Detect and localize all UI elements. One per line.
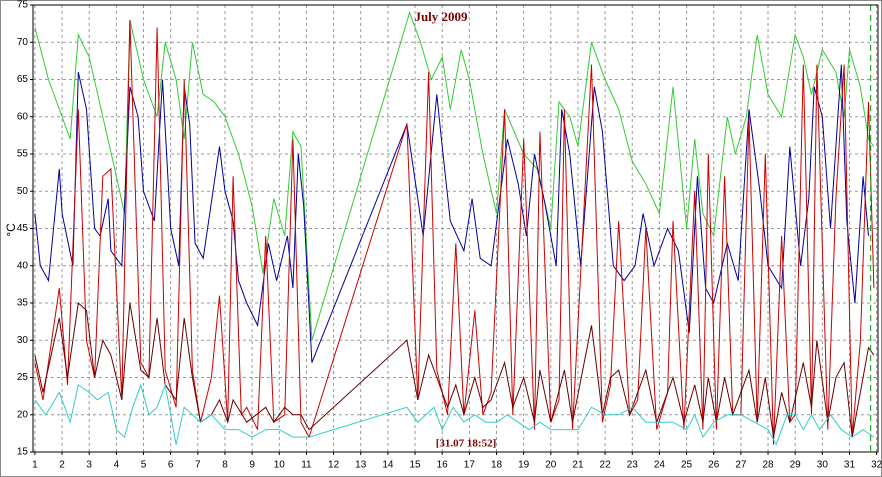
- x-tick-label: 8: [222, 460, 228, 471]
- x-tick-label: 11: [301, 460, 312, 471]
- x-tick-label: 29: [790, 460, 802, 471]
- series-line: [34, 19, 875, 445]
- chart-title: July 2009: [414, 9, 468, 24]
- x-tick-label: 5: [141, 460, 147, 471]
- x-tick-label: 20: [545, 460, 557, 471]
- x-tick-label: 16: [437, 460, 449, 471]
- x-tick-label: 30: [817, 460, 829, 471]
- y-tick-label: 15: [17, 447, 29, 458]
- x-tick-label: 18: [491, 460, 503, 471]
- x-tick-label: 12: [328, 460, 340, 471]
- annotation: [31.07 18:52]: [436, 438, 497, 450]
- x-tick-label: 2: [59, 460, 65, 471]
- x-tick-label: 7: [195, 460, 201, 471]
- x-tick-label: 22: [600, 460, 612, 471]
- y-tick-label: 30: [17, 335, 29, 346]
- series-line: [34, 10, 875, 341]
- x-tick-label: 32: [871, 460, 882, 471]
- x-tick-label: 23: [627, 460, 639, 471]
- y-tick-label: 55: [17, 149, 29, 160]
- x-tick-label: 4: [114, 460, 120, 471]
- x-tick-label: 31: [844, 460, 856, 471]
- y-tick-label: 60: [17, 111, 29, 122]
- series-line: [34, 301, 875, 438]
- y-tick-label: 40: [17, 260, 29, 271]
- x-tick-label: 17: [464, 460, 476, 471]
- x-tick-label: 21: [572, 460, 584, 471]
- x-tick-label: 28: [762, 460, 774, 471]
- x-tick-label: 27: [735, 460, 747, 471]
- y-tick-label: 50: [17, 186, 29, 197]
- x-tick-label: 10: [274, 460, 286, 471]
- y-tick-label: 70: [17, 37, 29, 48]
- series-line: [34, 64, 869, 363]
- x-tick-label: 3: [86, 460, 92, 471]
- x-tick-label: 6: [168, 460, 174, 471]
- y-tick-label: 75: [17, 0, 29, 11]
- x-tick-label: 14: [382, 460, 394, 471]
- x-tick-label: 26: [708, 460, 720, 471]
- y-tick-label: 65: [17, 74, 29, 85]
- y-tick-label: 45: [17, 223, 29, 234]
- x-tick-label: 9: [249, 460, 255, 471]
- y-axis-label: °C: [4, 223, 18, 237]
- x-tick-label: 24: [654, 460, 666, 471]
- y-tick-label: 25: [17, 372, 29, 383]
- y-tick-label: 20: [17, 409, 29, 420]
- x-tick-label: 1: [32, 460, 38, 471]
- series-line: [34, 382, 875, 446]
- y-tick-label: 35: [17, 298, 29, 309]
- x-tick-label: 13: [355, 460, 367, 471]
- x-tick-label: 15: [409, 460, 421, 471]
- x-tick-label: 19: [518, 460, 530, 471]
- x-tick-label: 25: [681, 460, 693, 471]
- plot-border: [32, 4, 879, 453]
